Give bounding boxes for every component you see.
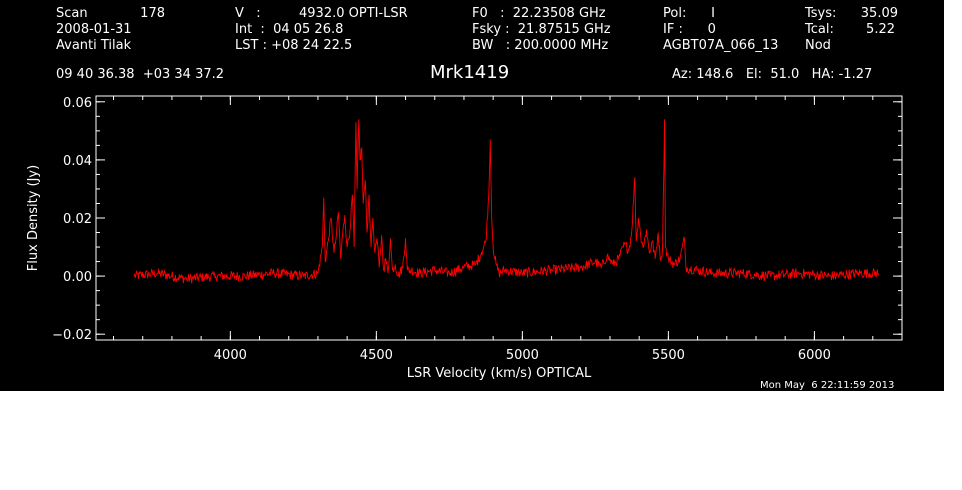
y-tick-label: 0.02: [63, 212, 92, 227]
y-tick-label: 0.04: [63, 154, 92, 169]
lst-text: LST : +08 24 22.5: [235, 38, 353, 53]
observer-name: Avanti Tilak: [56, 38, 132, 53]
spectrum-display: Scan 178 2008-01-31 Avanti Tilak V : 493…: [0, 0, 944, 391]
switching-mode: Nod: [805, 38, 831, 53]
tsys-label: Tsys:: [805, 6, 837, 21]
y-tick-label: 0.00: [63, 270, 92, 285]
source-name: Mrk1419: [430, 62, 510, 83]
date-text: 2008-01-31: [56, 22, 132, 37]
x-tick-label: 4000: [214, 348, 247, 363]
tcal-label: Tcal:: [805, 22, 834, 37]
plot-frame: [95, 95, 903, 341]
tsys-value: 35.09: [860, 6, 898, 21]
sky-frequency: Fsky : 21.87515 GHz: [472, 22, 611, 37]
x-tick-label: 5000: [506, 348, 539, 363]
velocity-value: 4932.0 OPTI-LSR: [299, 6, 408, 21]
scan-label: Scan: [56, 6, 88, 21]
rest-frequency: F0 : 22.23508 GHz: [472, 6, 606, 21]
x-tick-label: 4500: [360, 348, 393, 363]
x-tick-label: 6000: [798, 348, 831, 363]
y-tick-label: −0.02: [52, 328, 92, 343]
y-axis-label: Flux Density (Jy): [26, 165, 41, 271]
project-id: AGBT07A_066_13: [663, 38, 779, 53]
x-tick-label: 5500: [652, 348, 685, 363]
if-number: IF : 0: [663, 22, 716, 37]
integration-time: Int : 04 05 26.8: [235, 22, 344, 37]
timestamp: Mon May 6 22:11:59 2013: [760, 380, 895, 391]
pointing-info: Az: 148.6 El: 51.0 HA: -1.27: [672, 67, 873, 82]
velocity-label: V :: [235, 6, 261, 21]
bandwidth: BW : 200.0000 MHz: [472, 38, 609, 53]
flux-vs-velocity-plot: 4000 4500 5000 5500 6000 −0.02 0.00 0.02 0.04 0.0…: [26, 95, 903, 381]
scan-number: 178: [140, 6, 165, 21]
tcal-value: 5.22: [866, 22, 895, 37]
source-coordinates: 09 40 36.38 +03 34 37.2: [56, 67, 225, 82]
x-axis-label: LSR Velocity (km/s) OPTICAL: [407, 366, 592, 381]
polarization: Pol: I: [663, 6, 715, 21]
y-tick-label: 0.06: [63, 96, 92, 111]
spectrum-line: [133, 119, 880, 284]
